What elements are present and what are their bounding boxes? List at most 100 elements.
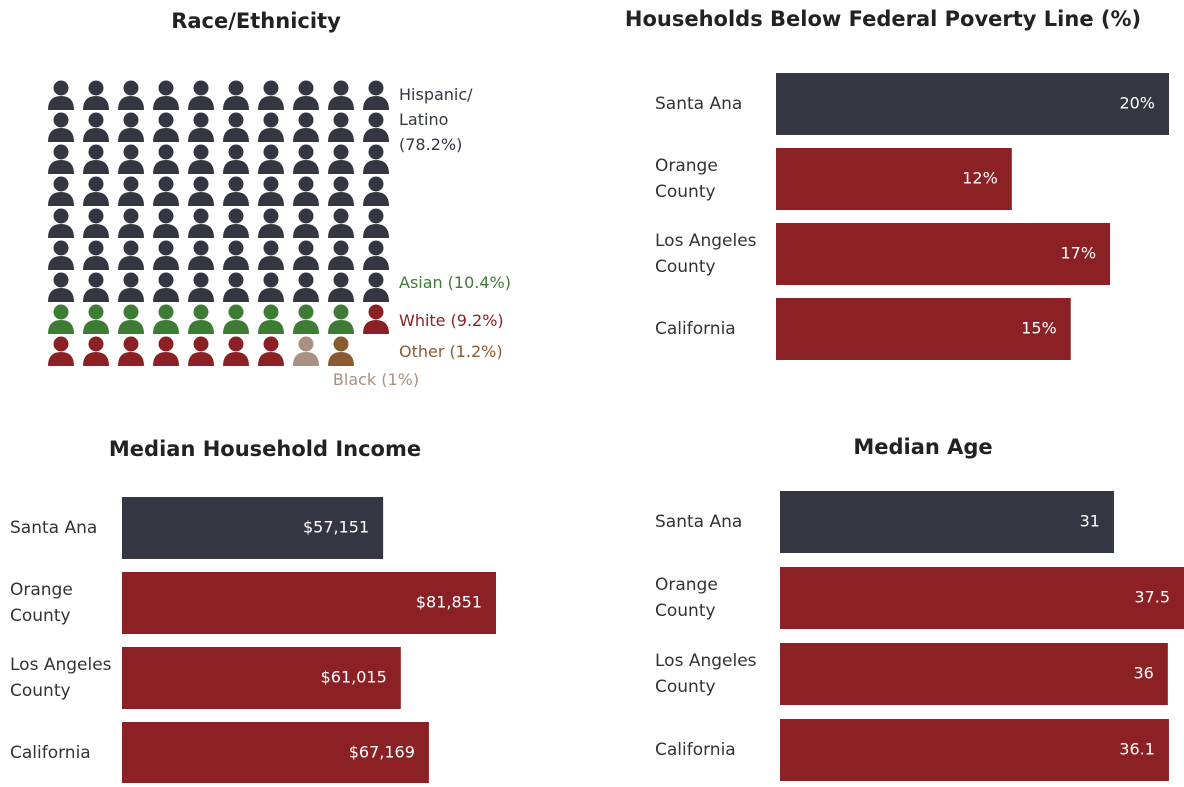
- icon-body: [328, 288, 354, 302]
- icon-head: [228, 272, 244, 288]
- icon-body: [153, 128, 179, 142]
- bar: [780, 719, 1169, 781]
- icon-body: [188, 96, 214, 110]
- icon-body: [293, 224, 319, 238]
- person-icon: [83, 240, 109, 270]
- category-line: County: [655, 601, 716, 621]
- icon-body: [83, 160, 109, 174]
- value-label: 12%: [962, 169, 998, 188]
- icon-head: [123, 144, 139, 160]
- category-label: California: [655, 319, 736, 339]
- person-icon: [258, 336, 284, 366]
- icon-body: [223, 256, 249, 270]
- person-icon: [118, 304, 144, 334]
- icon-body: [293, 96, 319, 110]
- category-label: California: [10, 743, 91, 763]
- person-icon: [118, 272, 144, 302]
- icon-body: [363, 128, 389, 142]
- bar: [776, 148, 1012, 210]
- icon-body: [188, 192, 214, 206]
- icon-body: [363, 320, 389, 334]
- person-icon: [188, 240, 214, 270]
- icon-head: [193, 144, 209, 160]
- icon-body: [118, 96, 144, 110]
- value-label: 15%: [1021, 319, 1057, 338]
- person-icon: [223, 112, 249, 142]
- icon-head: [158, 272, 174, 288]
- icon-body: [293, 320, 319, 334]
- person-icon: [363, 80, 389, 110]
- icon-head: [333, 304, 349, 320]
- person-icon: [363, 272, 389, 302]
- bar: [780, 491, 1114, 553]
- icon-body: [223, 192, 249, 206]
- person-icon: [363, 112, 389, 142]
- icon-head: [228, 208, 244, 224]
- icon-head: [158, 304, 174, 320]
- icon-head: [333, 336, 349, 352]
- person-icon: [363, 176, 389, 206]
- icon-head: [193, 176, 209, 192]
- person-icon: [48, 112, 74, 142]
- icon-head: [53, 240, 69, 256]
- icon-head: [368, 112, 384, 128]
- person-icon: [328, 304, 354, 334]
- icon-body: [83, 352, 109, 366]
- person-icon: [293, 304, 319, 334]
- person-icon: [223, 208, 249, 238]
- person-icon: [223, 176, 249, 206]
- icon-body: [83, 96, 109, 110]
- icon-head: [368, 208, 384, 224]
- icon-head: [263, 272, 279, 288]
- category-name: Black: [333, 370, 377, 389]
- value-label: 37.5: [1134, 588, 1170, 607]
- icon-head: [298, 240, 314, 256]
- value-label: 31: [1080, 512, 1100, 531]
- person-icon: [48, 176, 74, 206]
- person-icon: [48, 272, 74, 302]
- icon-head: [333, 208, 349, 224]
- person-icon: [293, 272, 319, 302]
- value-label: (10.4%): [448, 273, 511, 292]
- icon-head: [333, 144, 349, 160]
- person-icon: [328, 336, 354, 366]
- value-label: 36.1: [1119, 740, 1155, 759]
- icon-head: [228, 240, 244, 256]
- person-icon: [153, 80, 179, 110]
- icon-head: [228, 304, 244, 320]
- person-icon: [293, 112, 319, 142]
- icon-body: [223, 96, 249, 110]
- icon-head: [263, 304, 279, 320]
- person-icon: [328, 144, 354, 174]
- category-line: Orange: [10, 580, 73, 600]
- icon-body: [258, 224, 284, 238]
- category-line: Los Angeles: [655, 231, 757, 251]
- person-icon: [363, 144, 389, 174]
- icon-body: [188, 128, 214, 142]
- person-icon: [293, 336, 319, 366]
- bar: [780, 567, 1184, 629]
- icon-body: [153, 224, 179, 238]
- value-label: 17%: [1060, 244, 1096, 263]
- icon-body: [118, 256, 144, 270]
- icon-head: [263, 208, 279, 224]
- bar: [776, 223, 1111, 285]
- icon-body: [223, 224, 249, 238]
- icon-body: [258, 96, 284, 110]
- icon-head: [123, 336, 139, 352]
- icon-head: [158, 112, 174, 128]
- icon-head: [123, 176, 139, 192]
- person-icon: [258, 272, 284, 302]
- bar: [122, 722, 429, 784]
- category-name: Latino: [399, 110, 448, 129]
- icon-body: [363, 96, 389, 110]
- icon-head: [298, 272, 314, 288]
- category-label: Santa Ana: [655, 94, 742, 114]
- person-icon: [223, 336, 249, 366]
- icon-head: [88, 304, 104, 320]
- icon-head: [333, 176, 349, 192]
- icon-head: [193, 272, 209, 288]
- icon-body: [328, 320, 354, 334]
- person-icon: [83, 272, 109, 302]
- icon-body: [153, 352, 179, 366]
